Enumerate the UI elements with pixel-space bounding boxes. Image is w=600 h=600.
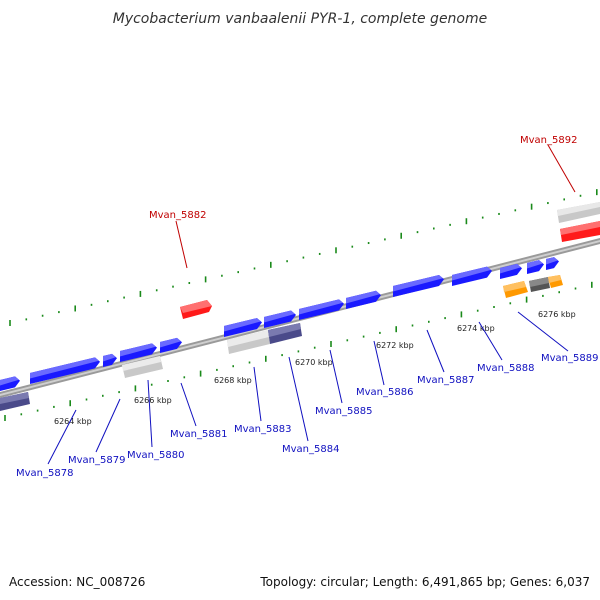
rna-feature-5892[interactable]: [560, 221, 600, 242]
forward-gene-arrow[interactable]: [527, 260, 544, 274]
gene-label-mvan-5882[interactable]: Mvan_5882: [149, 210, 206, 221]
kbp-label-6270: 6270 kbp: [295, 358, 333, 367]
forward-gene-arrow[interactable]: [299, 299, 344, 320]
gene-label-mvan-5880[interactable]: Mvan_5880: [127, 450, 184, 461]
forward-gene-highlight: [264, 310, 295, 323]
dark-feature-left: [0, 392, 30, 411]
kbp-label-6272: 6272 kbp: [376, 341, 414, 350]
kbp-labels: 6264 kbp 6266 kbp 6268 kbp 6270 kbp 6272…: [54, 310, 576, 426]
map-title: Mycobacterium vanbaalenii PYR-1, complet…: [113, 11, 488, 27]
forward-gene-arrow[interactable]: [160, 337, 182, 353]
accession-text: Accession: NC_008726: [9, 575, 145, 589]
forward-strand-genes: [0, 257, 559, 391]
forward-gene-highlight: [546, 257, 558, 265]
forward-gene-arrow[interactable]: [30, 357, 100, 384]
dark-feature-5884[interactable]: [268, 323, 302, 344]
pseudo-feature-5883[interactable]: [227, 330, 270, 354]
gene-label-mvan-5879[interactable]: Mvan_5879: [68, 455, 125, 466]
forward-gene-highlight: [500, 263, 521, 274]
outer-tick-ring: [9, 189, 598, 326]
gene-label-mvan-5885[interactable]: Mvan_5885: [315, 406, 372, 417]
kbp-label-6266: 6266 kbp: [134, 396, 172, 405]
kbp-label-6268: 6268 kbp: [214, 376, 252, 385]
forward-gene-arrow[interactable]: [500, 263, 522, 279]
inner-tick-ring: [4, 281, 593, 421]
forward-gene-arrow[interactable]: [452, 266, 492, 286]
forward-gene-arrow[interactable]: [224, 318, 262, 337]
forward-gene-arrow[interactable]: [0, 376, 20, 391]
forward-gene-highlight: [393, 274, 443, 292]
gene-label-mvan-5886[interactable]: Mvan_5886: [356, 387, 413, 398]
forward-gene-arrow[interactable]: [346, 290, 381, 309]
forward-gene-arrow[interactable]: [393, 274, 444, 297]
leader-lines-red: [175, 144, 576, 269]
dark-feature-5888b[interactable]: [529, 277, 550, 292]
forward-gene-highlight: [224, 318, 261, 332]
gene-label-mvan-5881[interactable]: Mvan_5881: [170, 429, 227, 440]
gene-labels-red: Mvan_5882 Mvan_5892: [149, 135, 577, 221]
kbp-label-6264: 6264 kbp: [54, 417, 92, 426]
genome-summary-text: Topology: circular; Length: 6,491,865 bp…: [259, 575, 590, 589]
gene-label-mvan-5889[interactable]: Mvan_5889: [541, 353, 598, 364]
forward-gene-arrow[interactable]: [264, 310, 296, 328]
gene-label-mvan-5887[interactable]: Mvan_5887: [417, 375, 474, 386]
forward-gene-arrow[interactable]: [546, 257, 559, 270]
gene-label-mvan-5892[interactable]: Mvan_5892: [520, 135, 577, 146]
leader-lines-blue: [47, 311, 569, 465]
forward-gene-highlight: [103, 353, 116, 362]
forward-gene-arrow[interactable]: [103, 353, 117, 367]
pseudo-feature-5880[interactable]: [122, 356, 163, 378]
forward-gene-highlight: [299, 299, 343, 315]
gene-label-mvan-5888[interactable]: Mvan_5888: [477, 363, 534, 374]
forward-gene-highlight: [160, 337, 181, 348]
forward-gene-highlight: [527, 260, 543, 269]
forward-gene-arrow[interactable]: [120, 343, 157, 362]
gene-label-mvan-5878[interactable]: Mvan_5878: [16, 468, 73, 479]
forward-gene-highlight: [346, 290, 380, 304]
forward-gene-highlight: [0, 376, 19, 386]
forward-gene-highlight: [120, 343, 156, 357]
pseudo-feature-top: [557, 202, 600, 223]
rna-feature-5882[interactable]: [180, 300, 212, 319]
gene-label-mvan-5883[interactable]: Mvan_5883: [234, 424, 291, 435]
forward-gene-highlight: [30, 357, 99, 379]
kbp-label-6274: 6274 kbp: [457, 324, 495, 333]
kbp-label-6276: 6276 kbp: [538, 310, 576, 319]
forward-gene-highlight: [452, 266, 491, 281]
orange-feature-5889[interactable]: [548, 275, 563, 288]
gene-labels-blue: Mvan_5878 Mvan_5879 Mvan_5880 Mvan_5881 …: [16, 353, 598, 479]
orange-feature-5888[interactable]: [503, 281, 528, 298]
gene-label-mvan-5884[interactable]: Mvan_5884: [282, 444, 339, 455]
